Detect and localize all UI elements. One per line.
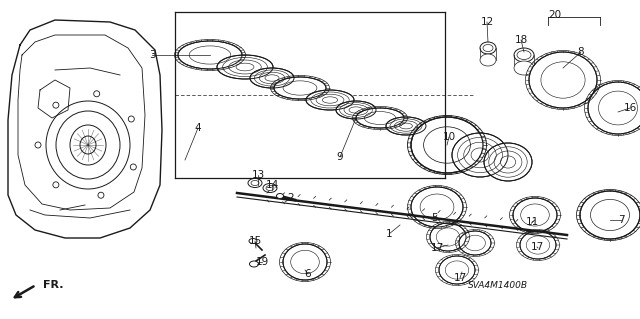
Ellipse shape xyxy=(452,133,508,177)
Ellipse shape xyxy=(588,82,640,134)
Text: 7: 7 xyxy=(618,215,624,225)
Ellipse shape xyxy=(529,52,597,108)
Ellipse shape xyxy=(439,256,475,284)
Ellipse shape xyxy=(386,117,426,135)
Text: 2: 2 xyxy=(288,193,294,203)
Text: 17: 17 xyxy=(430,243,444,253)
Ellipse shape xyxy=(411,117,483,173)
Text: FR.: FR. xyxy=(43,280,63,290)
Text: 19: 19 xyxy=(255,257,269,267)
Ellipse shape xyxy=(283,244,327,280)
Ellipse shape xyxy=(93,91,100,97)
Text: SVA4M1400B: SVA4M1400B xyxy=(468,281,528,291)
Polygon shape xyxy=(8,20,162,238)
Ellipse shape xyxy=(513,198,557,232)
Ellipse shape xyxy=(514,48,534,62)
Ellipse shape xyxy=(128,116,134,122)
Ellipse shape xyxy=(217,55,273,79)
Text: 20: 20 xyxy=(548,10,561,20)
Ellipse shape xyxy=(484,143,532,181)
Text: 14: 14 xyxy=(266,180,278,190)
Ellipse shape xyxy=(430,223,466,251)
Ellipse shape xyxy=(263,183,277,192)
Ellipse shape xyxy=(53,182,59,188)
Ellipse shape xyxy=(514,61,534,75)
Ellipse shape xyxy=(356,108,404,128)
Text: 4: 4 xyxy=(195,123,202,133)
Text: 16: 16 xyxy=(623,103,637,113)
Text: 17: 17 xyxy=(531,242,543,252)
Ellipse shape xyxy=(336,101,376,119)
Text: 6: 6 xyxy=(305,269,311,279)
Ellipse shape xyxy=(250,261,259,267)
Ellipse shape xyxy=(520,231,556,259)
Ellipse shape xyxy=(459,231,491,255)
Ellipse shape xyxy=(53,102,59,108)
Text: 1: 1 xyxy=(386,229,392,239)
Text: 17: 17 xyxy=(453,273,467,283)
Ellipse shape xyxy=(480,42,496,54)
Ellipse shape xyxy=(131,164,136,170)
Ellipse shape xyxy=(480,54,496,66)
Text: 3: 3 xyxy=(148,50,156,60)
Ellipse shape xyxy=(178,41,242,69)
Ellipse shape xyxy=(276,194,284,198)
Text: 15: 15 xyxy=(248,236,262,246)
Text: 18: 18 xyxy=(515,35,527,45)
Text: 13: 13 xyxy=(252,170,264,180)
Ellipse shape xyxy=(46,101,130,189)
Text: 12: 12 xyxy=(481,17,493,27)
Text: 5: 5 xyxy=(432,213,438,223)
Ellipse shape xyxy=(306,90,354,110)
Text: 11: 11 xyxy=(525,217,539,227)
Ellipse shape xyxy=(580,191,640,239)
Ellipse shape xyxy=(250,68,294,88)
Ellipse shape xyxy=(249,239,257,243)
Ellipse shape xyxy=(98,192,104,198)
Ellipse shape xyxy=(248,179,262,188)
Ellipse shape xyxy=(35,142,41,148)
Text: 8: 8 xyxy=(578,47,584,57)
Text: 9: 9 xyxy=(337,152,343,162)
Text: 10: 10 xyxy=(442,132,456,142)
Ellipse shape xyxy=(411,187,463,227)
Ellipse shape xyxy=(274,77,326,99)
